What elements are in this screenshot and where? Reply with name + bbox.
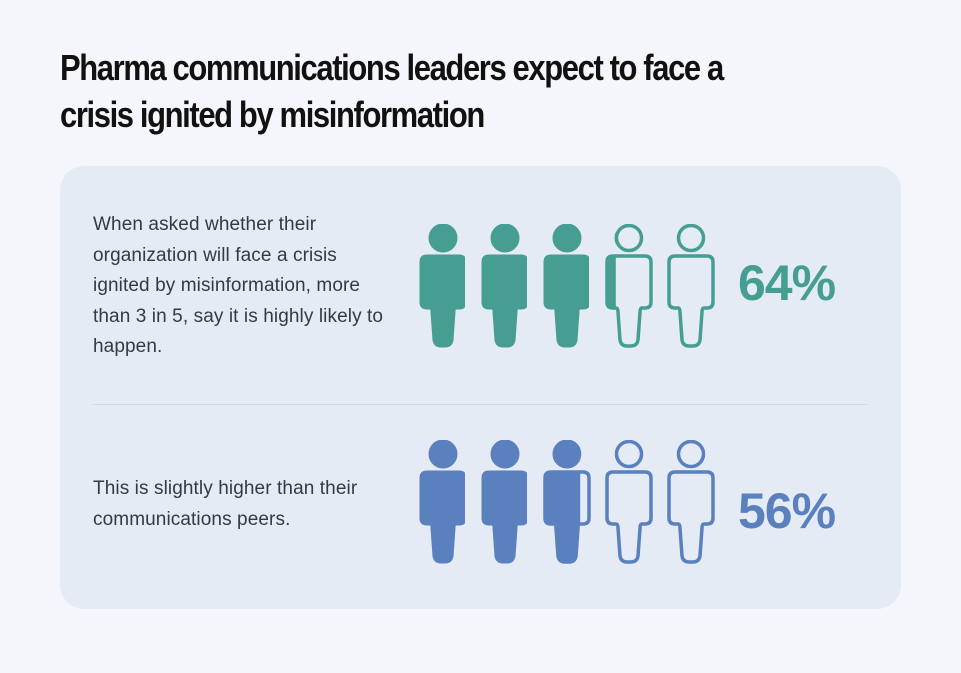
divider: [93, 404, 868, 405]
stat-description: This is slightly higher than their commu…: [93, 478, 358, 530]
pictogram: [412, 224, 722, 350]
stat-percent: 64%: [738, 255, 836, 311]
pictogram: [412, 440, 722, 566]
stat-row-peers: This is slightly higher than their commu…: [60, 438, 901, 588]
person-icon: [481, 224, 527, 348]
person-icon: [419, 224, 465, 348]
person-icon: [543, 224, 589, 348]
person-icon: [667, 440, 715, 564]
stats-panel: When asked whether their organization wi…: [60, 166, 901, 609]
stat-row-pharma: When asked whether their organization wi…: [60, 210, 901, 410]
person-icon: [481, 440, 527, 564]
page-title: Pharma communications leaders expect to …: [60, 47, 724, 135]
person-icon: [605, 224, 653, 348]
stat-description: When asked whether their organization wi…: [93, 214, 384, 357]
person-icon: [667, 224, 715, 348]
person-icon: [419, 440, 465, 564]
person-icon: [543, 440, 591, 564]
person-icon: [605, 440, 653, 564]
stat-percent: 56%: [738, 483, 836, 539]
